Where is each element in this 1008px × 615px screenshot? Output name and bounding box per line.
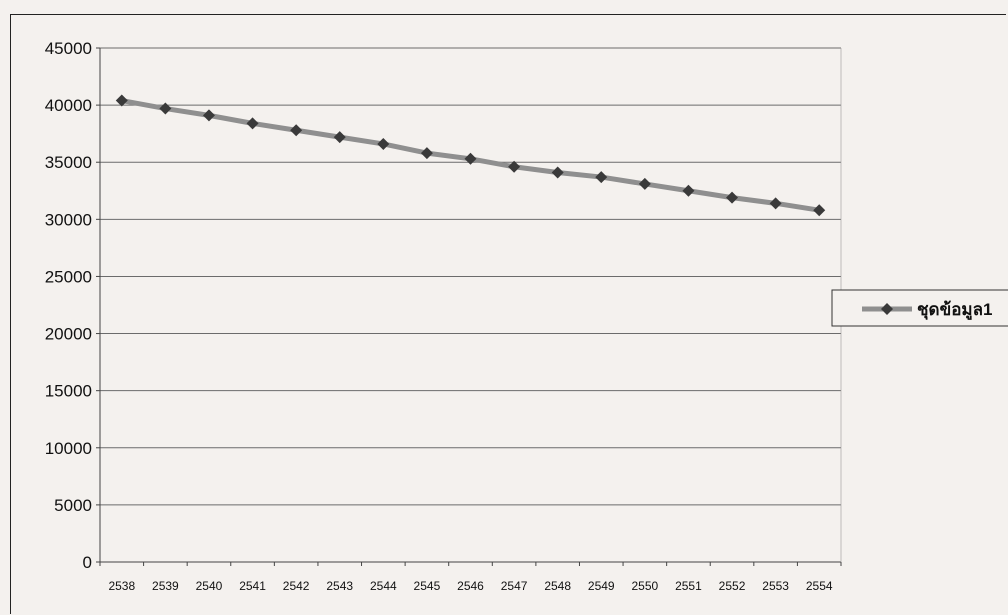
x-tick-label: 2538 [108,579,135,593]
y-tick-label: 30000 [45,210,92,229]
x-tick-label: 2540 [196,579,223,593]
legend-marker-sample [881,303,893,315]
x-tick-label: 2545 [414,579,441,593]
x-tick-label: 2549 [588,579,615,593]
y-tick-labels: 0 5000 10000 15000 20000 25000 30000 35000 40000… [45,39,92,572]
x-tick-label: 2543 [326,579,353,593]
data-point [769,197,782,210]
data-point [333,131,346,144]
x-tick-label: 2544 [370,579,397,593]
legend-box [831,289,1008,327]
x-tick-label: 2547 [501,579,528,593]
data-point [464,152,477,165]
x-tick-label: 2553 [762,579,789,593]
legend-label: ชุดข้อมูล1 [917,300,993,321]
data-point [246,117,259,130]
series-markers [115,94,826,217]
x-tick-label: 2554 [806,579,833,593]
x-tick-label: 2551 [675,579,702,593]
data-point [115,94,128,107]
gridlines [100,47,841,506]
x-tick-label: 2552 [719,579,746,593]
y-tick-label: 35000 [45,153,92,172]
y-tick-label: 15000 [45,382,92,401]
data-point [377,137,390,150]
data-point [159,102,172,115]
x-tick-label: 2548 [544,579,571,593]
y-tick-label: 20000 [45,325,92,344]
y-tick-label: 5000 [54,496,92,515]
data-point [813,204,826,217]
y-tick-label: 45000 [45,39,92,58]
data-point [508,160,521,173]
axes [96,47,842,566]
y-tick-label: 0 [83,553,92,572]
data-point [202,109,215,122]
data-point [638,177,651,190]
x-tick-label: 2541 [239,579,266,593]
x-tick-labels: 2538 2539 2540 2541 2542 2543 2544 2545 2546 2547… [108,579,832,593]
x-tick-label: 2550 [632,579,659,593]
data-point [290,124,303,137]
legend: ชุดข้อมูล1 [831,289,1008,327]
x-tick-label: 2542 [283,579,310,593]
x-tick-label: 2539 [152,579,179,593]
y-tick-label: 10000 [45,439,92,458]
y-tick-label: 40000 [45,96,92,115]
data-point [595,171,608,184]
y-tick-label: 25000 [45,267,92,286]
data-point [726,191,739,204]
data-point [682,184,695,197]
chart-frame [10,14,1006,614]
data-point [420,147,433,160]
x-tick-label: 2546 [457,579,484,593]
data-point [551,166,564,179]
